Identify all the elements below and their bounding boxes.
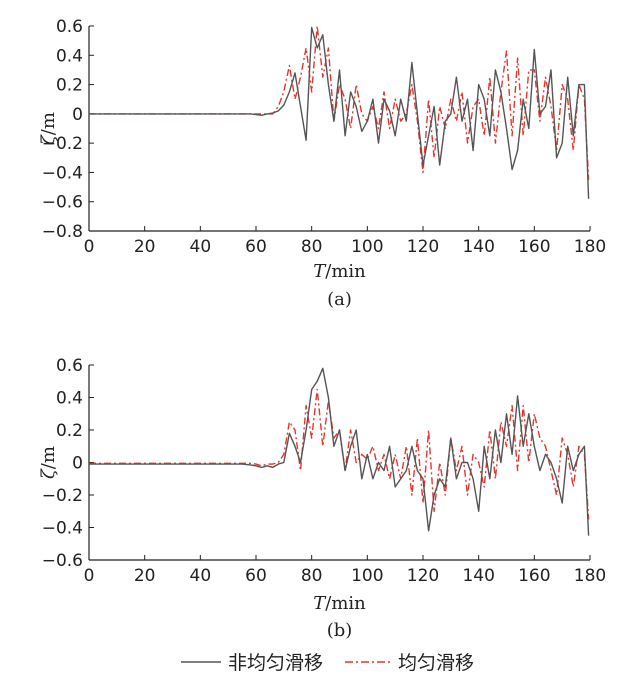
series-line-uniform — [89, 388, 590, 520]
panel-b: 0 20 40 60 80 100 120 140 160 180 −0.6 −0.4 −0.2 0 0.2… — [38, 356, 606, 641]
x-tick-label: 0 — [84, 566, 95, 586]
y-tick-label: −0.6 — [42, 193, 83, 213]
x-tick-label: 60 — [245, 237, 267, 257]
series-line-uniform — [89, 25, 590, 180]
y-tick-label: −0.4 — [42, 163, 83, 183]
y-tick-label: 0.2 — [56, 76, 83, 96]
x-tick-label: 0 — [84, 237, 95, 257]
x-tick-label: 160 — [518, 237, 550, 257]
y-tick-label: −0.8 — [42, 222, 83, 242]
y-tick-label: 0.6 — [56, 17, 83, 37]
legend-label-nonuniform: 非均匀滑移 — [228, 652, 323, 674]
y-tick-label: −0.2 — [42, 486, 83, 506]
x-tick-label: 40 — [190, 237, 212, 257]
x-tick-label: 120 — [407, 566, 439, 586]
y-tick-label: −0.4 — [42, 519, 83, 539]
y-tick-label: 0.4 — [56, 389, 83, 409]
legend-label-uniform: 均匀滑移 — [398, 652, 474, 674]
series-line-nonuniform — [89, 367, 590, 536]
x-tick-label: 160 — [518, 566, 550, 586]
y-tick-label: −0.6 — [42, 551, 83, 571]
x-axis-title: T/min — [313, 261, 366, 282]
legend: 非均匀滑移 均匀滑移 — [181, 652, 474, 674]
x-tick-label: 100 — [351, 566, 383, 586]
y-tick-label: 0.2 — [56, 421, 83, 441]
x-tick-label: 20 — [134, 237, 156, 257]
x-tick-label: 60 — [245, 566, 267, 586]
y-axis-title: ζ/m — [38, 112, 59, 145]
y-axis-title: ζ/m — [38, 446, 59, 479]
x-tick-label: 100 — [351, 237, 383, 257]
series-line-nonuniform — [89, 26, 590, 199]
x-tick-label: 180 — [574, 566, 606, 586]
x-axis-title: T/min — [313, 593, 366, 614]
y-tick-label: −0.2 — [42, 134, 83, 154]
x-tick-label: 140 — [462, 566, 494, 586]
y-tick-label: 0.6 — [56, 356, 83, 376]
y-tick-label: 0 — [72, 105, 83, 125]
x-tick-label: 80 — [301, 237, 323, 257]
x-tick-label: 140 — [462, 237, 494, 257]
x-tick-label: 40 — [190, 566, 212, 586]
panel-label: (a) — [327, 289, 352, 310]
x-tick-label: 120 — [407, 237, 439, 257]
y-tick-label: 0.4 — [56, 46, 83, 66]
y-tick-label: 0 — [72, 454, 83, 474]
x-tick-label: 180 — [574, 237, 606, 257]
panel-a: 0 20 40 60 80 100 120 140 160 180 −0.8 −0.6 −0.4 −0.2… — [38, 17, 606, 310]
x-tick-label: 20 — [134, 566, 156, 586]
panel-label: (b) — [327, 620, 353, 641]
x-tick-label: 80 — [301, 566, 323, 586]
